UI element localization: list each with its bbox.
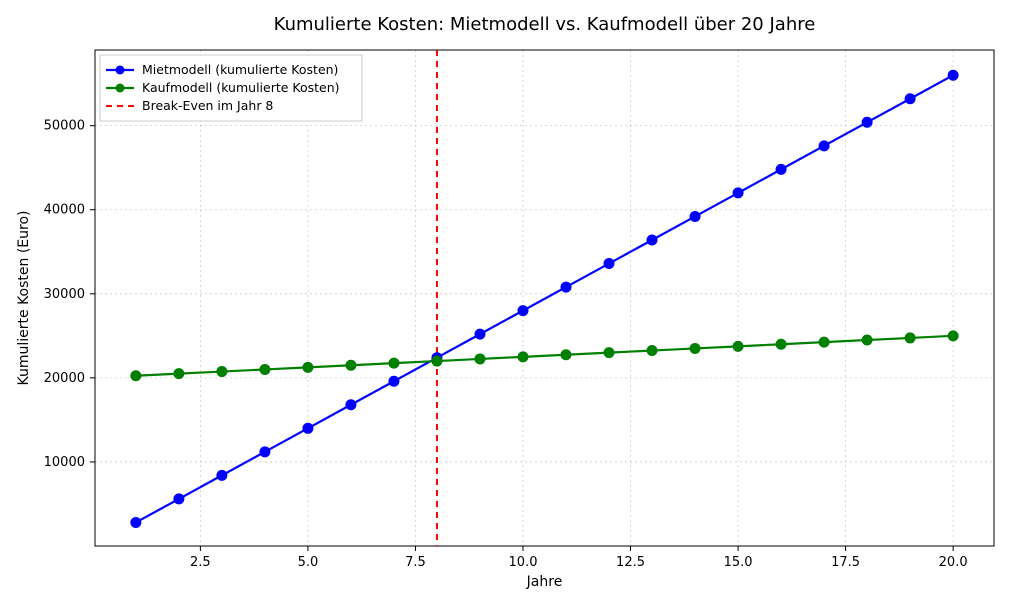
series-marker-kauf — [389, 358, 399, 368]
ytick-label: 20000 — [44, 371, 85, 386]
series-marker-kauf — [303, 362, 313, 372]
x-axis-label: Jahre — [526, 574, 563, 590]
legend-breakeven-label: Break-Even im Jahr 8 — [142, 98, 273, 113]
legend-kauf-label: Kaufmodell (kumulierte Kosten) — [142, 80, 340, 95]
series-marker-kauf — [346, 360, 356, 370]
legend-miet-label: Mietmodell (kumulierte Kosten) — [142, 62, 338, 77]
series-marker-miet — [389, 376, 399, 386]
chart-title: Kumulierte Kosten: Mietmodell vs. Kaufmo… — [274, 14, 816, 35]
series-marker-kauf — [862, 335, 872, 345]
series-marker-miet — [303, 423, 313, 433]
series-marker-kauf — [819, 337, 829, 347]
series-marker-kauf — [690, 343, 700, 353]
xtick-label: 5.0 — [298, 555, 319, 570]
series-marker-kauf — [948, 331, 958, 341]
series-marker-kauf — [217, 367, 227, 377]
chart-container: 2.5 5.0 7.5 10.0 12.5 15.0 17.5 20.0 10000 20000 3… — [0, 0, 1024, 611]
ytick-label: 50000 — [44, 119, 85, 134]
series-marker-kauf — [432, 356, 442, 366]
series-marker-kauf — [475, 354, 485, 364]
series-marker-miet — [518, 306, 528, 316]
series-marker-kauf — [518, 352, 528, 362]
legend: Mietmodell (kumulierte Kosten) Kaufmodell… — [100, 55, 362, 121]
series-marker-miet — [862, 117, 872, 127]
series-marker-miet — [217, 470, 227, 480]
xtick-label: 20.0 — [939, 555, 968, 570]
xtick-label: 7.5 — [405, 555, 426, 570]
series-marker-miet — [346, 400, 356, 410]
series-marker-miet — [948, 70, 958, 80]
series-marker-kauf — [604, 348, 614, 358]
series-marker-miet — [604, 259, 614, 269]
series-marker-kauf — [131, 371, 141, 381]
y-axis-label: Kumulierte Kosten (Euro) — [16, 211, 32, 386]
xtick-label: 12.5 — [616, 555, 645, 570]
series-marker-miet — [819, 141, 829, 151]
ytick-label: 30000 — [44, 287, 85, 302]
series-marker-miet — [174, 494, 184, 504]
chart-svg: 2.5 5.0 7.5 10.0 12.5 15.0 17.5 20.0 10000 20000 3… — [0, 0, 1024, 611]
ytick-label: 40000 — [44, 203, 85, 218]
series-marker-kauf — [174, 369, 184, 379]
series-marker-miet — [131, 517, 141, 527]
series-marker-kauf — [733, 341, 743, 351]
legend-kauf-marker — [116, 84, 125, 93]
xtick-label: 2.5 — [190, 555, 211, 570]
series-marker-kauf — [647, 346, 657, 356]
series-marker-miet — [690, 211, 700, 221]
ytick-label: 10000 — [44, 455, 85, 470]
series-marker-miet — [776, 164, 786, 174]
series-marker-kauf — [561, 350, 571, 360]
legend-miet-marker — [116, 66, 125, 75]
series-marker-miet — [647, 235, 657, 245]
series-marker-miet — [905, 94, 915, 104]
xtick-label: 10.0 — [509, 555, 538, 570]
xtick-label: 17.5 — [831, 555, 860, 570]
series-marker-miet — [561, 282, 571, 292]
xtick-label: 15.0 — [724, 555, 753, 570]
series-marker-miet — [733, 188, 743, 198]
series-marker-miet — [475, 329, 485, 339]
series-marker-kauf — [776, 339, 786, 349]
series-marker-kauf — [260, 364, 270, 374]
series-marker-kauf — [905, 333, 915, 343]
series-marker-miet — [260, 447, 270, 457]
